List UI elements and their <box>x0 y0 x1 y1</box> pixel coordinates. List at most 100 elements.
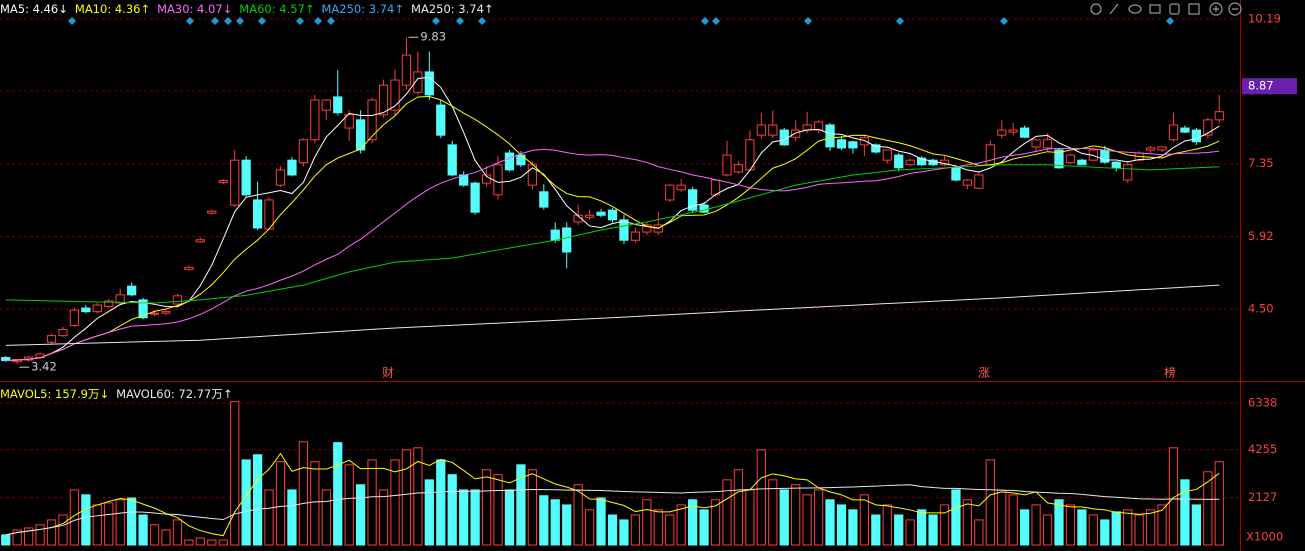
volume-bar <box>275 461 286 546</box>
ma-line <box>5 284 1220 346</box>
info-diamond <box>896 17 904 25</box>
volume-bar <box>1134 514 1144 546</box>
volume-bar <box>81 494 91 546</box>
volume-bar <box>35 524 45 546</box>
mavol-line <box>5 484 1220 536</box>
volume-bar <box>516 464 526 546</box>
volume-bar <box>653 509 663 546</box>
tool-icon[interactable] <box>1128 4 1142 14</box>
candle-body <box>470 182 480 213</box>
candle-body <box>1214 111 1224 121</box>
tool-icon[interactable] <box>1090 3 1102 15</box>
volume-bar <box>1065 504 1076 546</box>
candle-body <box>218 180 228 184</box>
zoom-in[interactable] <box>1209 2 1223 16</box>
candle-body <box>69 309 80 326</box>
zoom-in[interactable] <box>1213 6 1219 12</box>
candle-body <box>241 159 251 196</box>
tool-icon[interactable] <box>1169 3 1180 15</box>
volume-bar <box>596 497 606 546</box>
candle-body <box>619 219 629 241</box>
candle-body <box>195 239 205 243</box>
candle-body <box>974 174 984 189</box>
tool-icon[interactable] <box>1188 3 1200 15</box>
volume-bar <box>459 489 469 546</box>
candle-body <box>882 149 892 161</box>
event-marker: 涨 <box>978 366 990 380</box>
volume-bar <box>1191 504 1201 546</box>
volume-bar <box>905 519 915 546</box>
candle-body <box>1077 159 1087 166</box>
candle-body <box>1145 147 1156 151</box>
info-diamond <box>186 17 194 25</box>
info-diamond <box>712 17 720 25</box>
volume-bar <box>550 499 560 546</box>
legend-entry: MA10: 4.36↑ <box>74 2 151 16</box>
volume-bar <box>1157 504 1167 546</box>
volume-bar <box>401 449 412 546</box>
volume-bar <box>676 504 686 546</box>
candle-body <box>275 169 286 186</box>
candle-body <box>1020 127 1030 138</box>
candle-body <box>516 154 526 166</box>
volume-bar <box>1031 504 1041 546</box>
volume-bar <box>928 514 938 546</box>
candle-body <box>756 124 766 136</box>
info-diamond <box>236 17 244 25</box>
info-diamond <box>1000 17 1008 25</box>
info-diamond <box>211 17 219 25</box>
candle-body <box>138 299 148 319</box>
volume-bar <box>607 514 618 546</box>
volume-bar <box>344 464 354 546</box>
zoom-out[interactable] <box>1228 2 1242 16</box>
volume-bar <box>46 519 57 546</box>
candle-body <box>1054 149 1064 169</box>
candle-body <box>813 121 824 131</box>
candle-body <box>161 311 171 314</box>
candle-body <box>1157 146 1167 151</box>
toolbar <box>1090 2 1242 16</box>
volume-bar <box>573 484 583 546</box>
candle-body <box>356 119 366 151</box>
tool-icon[interactable] <box>1109 3 1119 15</box>
candle-body <box>287 159 297 176</box>
tool-icon[interactable] <box>1149 4 1161 14</box>
volume-bar <box>1054 499 1064 546</box>
volume-bar <box>745 489 755 546</box>
volume-bar <box>584 509 595 546</box>
volume-bar <box>1203 471 1213 546</box>
candle-body <box>390 79 400 111</box>
info-diamond <box>432 17 440 25</box>
candle-body <box>951 167 961 181</box>
candle-body <box>1031 139 1041 148</box>
volume-bar <box>768 479 778 546</box>
candle-body <box>413 71 423 93</box>
candle-body <box>985 144 995 166</box>
low-annotation: 3.42 <box>31 360 57 374</box>
info-diamond <box>314 17 322 25</box>
volume-bar <box>1008 494 1018 546</box>
y-tick-label: 7.35 <box>1248 156 1274 170</box>
volume-bar <box>356 484 366 546</box>
candle-body <box>997 129 1007 136</box>
volume-bar <box>470 489 480 546</box>
candle-body <box>1008 129 1018 133</box>
legend-entry: MA250: 3.74↑ <box>411 2 494 16</box>
candle-body <box>1203 119 1213 136</box>
volume-bar <box>218 539 228 546</box>
volume-bar <box>1 534 11 546</box>
volume-bar <box>825 499 835 546</box>
volume-bar <box>985 459 995 546</box>
high-annotation: 9.83 <box>420 30 446 44</box>
volume-bar <box>871 514 881 546</box>
volume-bar <box>779 489 789 546</box>
candle-body <box>596 211 606 216</box>
candle-body <box>401 54 412 86</box>
volume-bar <box>333 442 343 546</box>
volume-bar <box>92 504 102 546</box>
candle-body <box>378 84 389 116</box>
price-legend: MA5: 4.46↓ MA10: 4.36↑ MA30: 4.07↓ MA60: 4.… <box>0 2 494 16</box>
candle-body <box>562 227 572 253</box>
